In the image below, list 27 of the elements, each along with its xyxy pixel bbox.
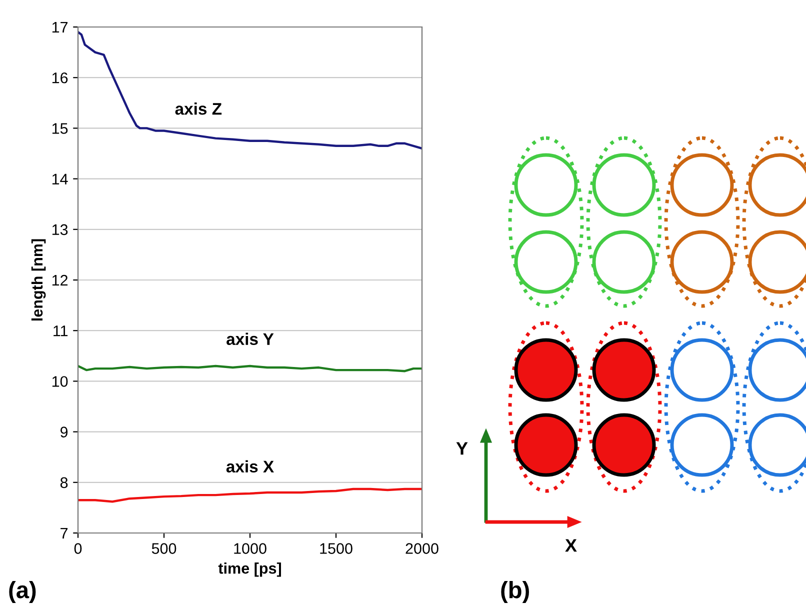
y-tick-label: 14 [52,174,68,184]
text: (b) [501,580,529,604]
text: X [565,539,577,552]
series-label: axis X [226,460,274,473]
x-axis-title: time [ps] [218,562,281,577]
line-series [78,488,422,503]
y-tick-label: 15 [52,123,68,134]
y-tick-label: 9 [60,426,68,438]
series-label: axis Y [226,332,274,346]
y-tick-label: 7 [60,528,68,539]
x-tick-label: 0 [74,543,82,554]
y-axis-title: length [nm] [31,239,46,321]
y-tick-label: 17 [52,22,68,33]
y-tick-label: 12 [52,274,68,286]
y-tick-label: 16 [52,72,68,84]
y-tick-label: 13 [52,224,68,236]
series-label: axis Z [175,102,222,115]
x-tick-label: 500 [152,543,176,554]
x-tick-label: 1500 [320,543,352,554]
x-tick-label: 1000 [234,543,266,554]
text: Y [456,442,468,455]
y-tick-label: 11 [54,326,68,336]
line-series [78,30,422,150]
x-tick-label: 2000 [406,543,438,554]
y-tick-label: 8 [60,477,68,488]
y-tick-label: 10 [52,376,68,387]
text: (a) [9,580,36,604]
